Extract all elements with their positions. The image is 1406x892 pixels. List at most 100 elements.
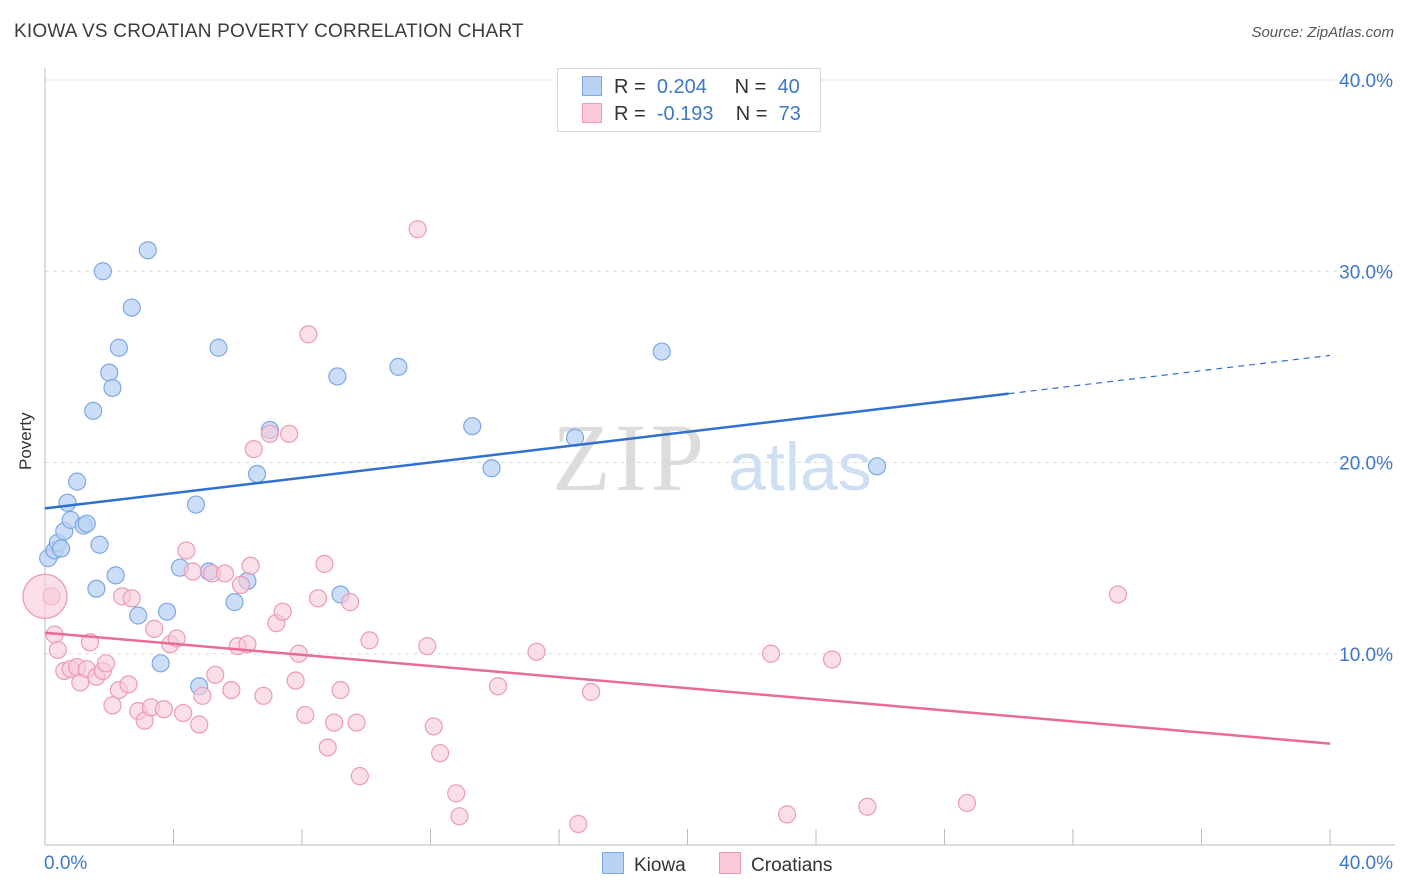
- croatians-point: [569, 814, 588, 834]
- croatians-point: [325, 713, 344, 732]
- croatians-point: [190, 715, 209, 734]
- stats-row-croatians: R = -0.193 N = 73: [582, 102, 801, 126]
- kiowa-point: [328, 367, 347, 386]
- legend-label-croatians: Croatians: [751, 855, 833, 876]
- croatians-point: [48, 640, 67, 660]
- croatians-point: [296, 705, 315, 725]
- n-label: N =: [735, 103, 768, 125]
- kiowa-point: [151, 654, 170, 673]
- croatians-point: [215, 564, 234, 583]
- croatians-point: [527, 642, 546, 661]
- croatians-point: [418, 636, 437, 656]
- series-legend: Kiowa Croatians: [602, 852, 860, 877]
- kiowa-point: [77, 514, 96, 533]
- croatians-point: [315, 554, 334, 573]
- kiowa-point: [225, 593, 244, 612]
- kiowa-point: [867, 457, 887, 476]
- croatians-point: [761, 644, 781, 663]
- croatians-point: [447, 784, 466, 803]
- croatians-point: [154, 700, 173, 719]
- watermark-zip: ZIP: [552, 404, 708, 511]
- croatians-point: [318, 738, 337, 757]
- kiowa-point: [87, 579, 106, 598]
- croatians-point: [424, 717, 443, 736]
- kiowa-point: [138, 241, 157, 260]
- kiowa-trend-line: [44, 392, 1009, 510]
- y-axis-label: Poverty: [16, 412, 35, 470]
- croatians-point: [408, 220, 427, 239]
- r-value: -0.193: [656, 103, 714, 125]
- r-label: R =: [614, 103, 646, 125]
- croatians-point: [241, 556, 260, 575]
- croatians-point: [582, 682, 601, 702]
- y-tick-label: 10.0%: [1339, 645, 1393, 666]
- kiowa-point: [463, 417, 482, 436]
- r-label: R =: [614, 76, 646, 98]
- kiowa-point: [122, 298, 141, 317]
- croatians-point: [1108, 585, 1128, 604]
- kiowa-point: [209, 338, 228, 357]
- n-label: N =: [734, 76, 767, 98]
- kiowa-point: [482, 459, 501, 478]
- croatians-point: [273, 602, 292, 621]
- kiowa-point: [68, 472, 87, 491]
- tick-labels: 10.0% 20.0% 30.0% 40.0% 0.0% 40.0%: [44, 71, 1393, 874]
- r-value: 0.204: [656, 76, 707, 98]
- croatians-point: [350, 767, 369, 786]
- croatians-point: [231, 575, 251, 595]
- kiowa-point: [100, 363, 119, 382]
- croatians-point: [177, 541, 196, 560]
- stats-row-kiowa: R = 0.204 N = 40: [582, 75, 800, 99]
- y-tick-label: 20.0%: [1339, 454, 1393, 475]
- kiowa-point: [109, 338, 128, 357]
- croatians-point: [286, 671, 305, 690]
- croatians-point: [122, 589, 141, 608]
- watermark-atlas: atlas: [728, 429, 872, 505]
- croatians-point: [957, 793, 977, 813]
- chart-title: KIOWA VS CROATIAN POVERTY CORRELATION CH…: [14, 21, 524, 42]
- croatians-point: [145, 619, 164, 638]
- croatians-point: [183, 562, 202, 581]
- croatians-point: [450, 807, 469, 826]
- croatians-point: [308, 589, 328, 608]
- croatians-point: [858, 797, 877, 816]
- croatians-point: [280, 424, 299, 443]
- kiowa-point: [84, 401, 103, 420]
- croatians-swatch: [719, 852, 742, 874]
- croatians-trend-line: [44, 631, 1331, 745]
- croatians-point: [822, 650, 842, 669]
- legend-item-croatians[interactable]: Croatians: [719, 852, 832, 877]
- croatians-point: [341, 593, 360, 612]
- kiowa-trend-extension: [1008, 354, 1331, 395]
- kiowa-swatch: [602, 852, 624, 874]
- y-tick-label: 30.0%: [1339, 262, 1393, 283]
- croatians-point: [347, 713, 366, 732]
- legend-item-kiowa[interactable]: Kiowa: [602, 852, 686, 877]
- croatians-point: [96, 654, 116, 673]
- kiowa-swatch: [582, 76, 602, 96]
- trend-lines: [44, 354, 1331, 745]
- croatians-swatch: [582, 103, 602, 123]
- kiowa-point: [247, 464, 267, 484]
- kiowa-point: [186, 495, 206, 514]
- kiowa-point: [129, 606, 148, 625]
- n-value: 40: [777, 76, 800, 98]
- croatians-point: [193, 686, 212, 705]
- croatians-point: [174, 703, 193, 723]
- kiowa-point: [51, 539, 71, 558]
- croatians-point: [254, 686, 273, 705]
- croatians-series: [22, 220, 1128, 834]
- croatians-point: [244, 440, 263, 459]
- n-value: 73: [778, 103, 801, 125]
- croatians-point: [331, 680, 350, 700]
- croatians-point: [488, 677, 508, 696]
- croatians-point: [299, 325, 318, 344]
- croatians-point: [777, 805, 797, 824]
- croatians-point: [119, 675, 138, 694]
- stats-legend: R = 0.204 N = 40 R = -0.193 N = 73: [557, 68, 821, 132]
- kiowa-point: [58, 493, 77, 512]
- kiowa-point: [106, 566, 125, 585]
- croatians-point: [360, 631, 379, 650]
